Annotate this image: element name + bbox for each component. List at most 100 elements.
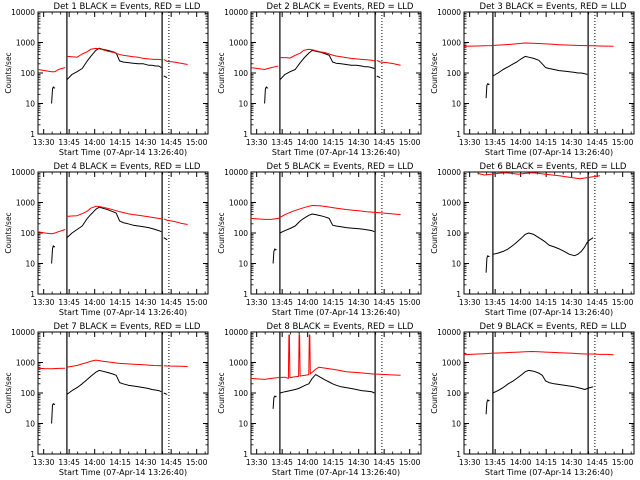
x-axis-label: Start Time (07-Apr-14 13:26:40)	[485, 148, 613, 157]
detector-panel-1: Det 1 BLACK = Events, RED = LLD 1 10 100 100…	[4, 2, 209, 157]
detector-panel-6: Det 6 BLACK = Events, RED = LLD 1 10 100 100…	[430, 162, 635, 317]
detector-panel-9: Det 9 BLACK = Events, RED = LLD 1 10 100 100…	[430, 322, 635, 477]
x-tick-label: 13:30	[246, 298, 268, 307]
x-tick-label: 14:45	[586, 458, 608, 467]
y-tick-label: 1000	[16, 39, 35, 48]
x-tick-label: 14:30	[348, 458, 370, 467]
x-tick-label: 14:00	[297, 298, 319, 307]
series-events-line	[66, 369, 162, 395]
x-tick-label: 13:30	[459, 458, 481, 467]
x-tick-label: 14:30	[561, 458, 583, 467]
y-tick-label: 10	[451, 260, 461, 269]
panel-title: Det 6 BLACK = Events, RED = LLD	[480, 162, 627, 172]
x-tick-label: 14:00	[84, 138, 106, 147]
x-tick-label: 13:45	[484, 138, 506, 147]
y-tick-label: 1000	[229, 359, 248, 368]
x-tick-label: 15:00	[399, 458, 421, 467]
y-tick-label: 10000	[11, 328, 35, 337]
y-tick-label: 1	[243, 450, 248, 459]
series-events-line	[51, 86, 56, 104]
series-lld-line	[163, 58, 188, 65]
x-tick-label: 14:45	[160, 138, 182, 147]
x-tick-label: 13:45	[484, 298, 506, 307]
series-lld-line	[37, 367, 66, 370]
series-events-line	[492, 55, 588, 77]
y-tick-label: 1000	[442, 359, 461, 368]
y-tick-label: 10	[25, 100, 35, 109]
panel-title: Det 7 BLACK = Events, RED = LLD	[54, 322, 201, 332]
y-tick-label: 1	[243, 130, 248, 139]
y-tick-label: 1	[30, 290, 35, 299]
series-lld-line	[250, 65, 279, 70]
x-tick-label: 14:30	[348, 138, 370, 147]
series-events-line	[485, 83, 490, 99]
panel-title: Det 4 BLACK = Events, RED = LLD	[54, 162, 201, 172]
x-axis-label: Start Time (07-Apr-14 13:26:40)	[59, 148, 187, 157]
x-tick-label: 14:15	[322, 298, 344, 307]
x-tick-label: 14:45	[586, 298, 608, 307]
x-tick-label: 14:15	[109, 138, 131, 147]
plot-frame	[463, 11, 635, 135]
y-axis-label: Counts/sec	[430, 52, 439, 93]
series-events-line	[163, 75, 168, 79]
x-tick-label: 13:45	[58, 458, 80, 467]
series-lld-line	[463, 351, 614, 356]
y-tick-label: 10	[25, 260, 35, 269]
y-tick-label: 1	[456, 130, 461, 139]
x-tick-label: 15:00	[612, 458, 634, 467]
series-lld-line	[163, 218, 188, 225]
plot-frame	[250, 331, 422, 455]
series-events-line	[376, 75, 381, 79]
y-tick-label: 10	[238, 420, 248, 429]
detector-panel-7: Det 7 BLACK = Events, RED = LLD 1 10 100 100…	[4, 322, 209, 477]
panel-title: Det 5 BLACK = Events, RED = LLD	[267, 162, 414, 172]
x-tick-label: 15:00	[186, 298, 208, 307]
y-tick-label: 100	[234, 389, 249, 398]
panel-title: Det 9 BLACK = Events, RED = LLD	[480, 322, 627, 332]
y-tick-label: 100	[234, 69, 249, 78]
x-tick-label: 13:45	[58, 298, 80, 307]
series-events-line	[272, 395, 277, 409]
x-tick-label: 14:30	[348, 298, 370, 307]
x-tick-label: 15:00	[399, 298, 421, 307]
x-axis-label: Start Time (07-Apr-14 13:26:40)	[272, 468, 400, 477]
series-lld-line	[477, 172, 601, 180]
x-tick-label: 13:30	[33, 458, 55, 467]
series-events-line	[492, 232, 594, 257]
y-tick-label: 10	[25, 420, 35, 429]
plot-frame	[250, 11, 422, 135]
x-axis-label: Start Time (07-Apr-14 13:26:40)	[485, 468, 613, 477]
panel-title: Det 3 BLACK = Events, RED = LLD	[480, 2, 627, 12]
x-tick-label: 13:45	[271, 458, 293, 467]
series-events-line	[264, 86, 269, 104]
x-tick-label: 14:45	[373, 138, 395, 147]
series-lld-line	[66, 205, 162, 220]
x-tick-label: 14:15	[322, 458, 344, 467]
y-tick-label: 10000	[224, 168, 248, 177]
y-tick-label: 1000	[229, 39, 248, 48]
y-tick-label: 100	[21, 69, 36, 78]
x-axis-label: Start Time (07-Apr-14 13:26:40)	[272, 308, 400, 317]
x-tick-label: 13:45	[484, 458, 506, 467]
x-tick-label: 15:00	[399, 138, 421, 147]
y-tick-label: 100	[447, 389, 462, 398]
plot-frame	[250, 171, 422, 295]
series-events-line	[485, 399, 490, 415]
x-tick-label: 14:00	[84, 298, 106, 307]
x-tick-label: 14:30	[135, 458, 157, 467]
x-tick-label: 15:00	[186, 458, 208, 467]
x-tick-label: 13:30	[33, 138, 55, 147]
series-lld-line	[250, 205, 401, 220]
x-axis-label: Start Time (07-Apr-14 13:26:40)	[272, 148, 400, 157]
x-axis-label: Start Time (07-Apr-14 13:26:40)	[59, 308, 187, 317]
y-axis-label: Counts/sec	[4, 212, 13, 253]
x-tick-label: 13:30	[459, 138, 481, 147]
y-tick-label: 1	[30, 130, 35, 139]
plot-frame	[37, 331, 209, 455]
y-tick-label: 10000	[437, 328, 461, 337]
y-tick-label: 1000	[442, 39, 461, 48]
x-tick-label: 14:45	[373, 458, 395, 467]
y-tick-label: 1	[456, 290, 461, 299]
y-tick-label: 10	[238, 100, 248, 109]
